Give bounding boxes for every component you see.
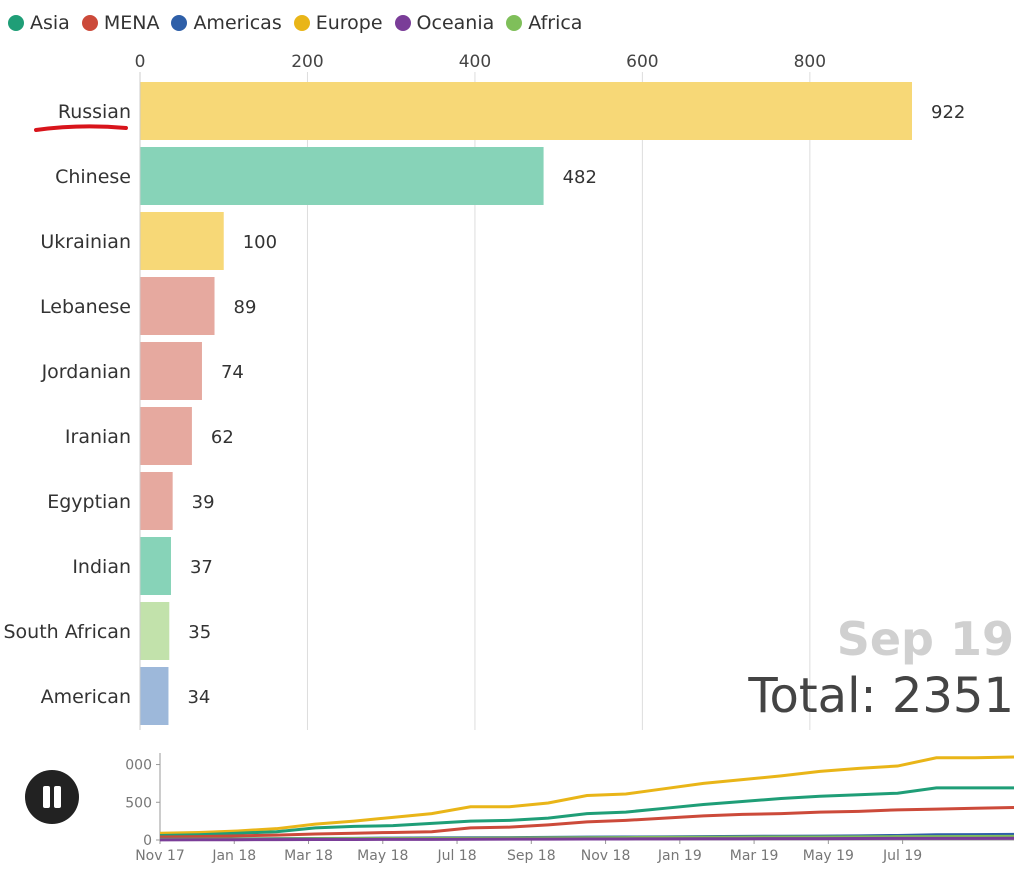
line-chart: 0 500 1000 Nov 17 Jan 18 Mar 18 May 18 Jul 18 Se…: [124, 753, 1015, 864]
line-x-tick-label: Nov 17: [135, 848, 185, 864]
bar: [140, 277, 215, 335]
legend: Asia MENA Americas Europe Oceania Africa: [8, 12, 594, 34]
value-label: 482: [563, 167, 597, 188]
pause-icon-bar: [54, 786, 61, 808]
pause-icon: [43, 786, 50, 808]
legend-swatch: [506, 15, 523, 31]
series-line-oceania: [159, 836, 1015, 842]
category-label: American: [41, 686, 131, 708]
legend-item-asia[interactable]: Asia: [8, 12, 70, 34]
line-x-tick-label: Jul 18: [436, 848, 476, 864]
line-x-tick-label: Nov 18: [581, 848, 631, 864]
line-y-tick-label: 1000: [124, 758, 152, 774]
line-y-tick-label: 0: [143, 833, 152, 849]
legend-swatch: [8, 15, 24, 31]
category-label: Chinese: [55, 166, 131, 188]
value-label: 922: [931, 102, 965, 123]
red-underline-annotation: [34, 124, 128, 132]
legend-item-americas[interactable]: Americas: [171, 12, 282, 34]
bar: [140, 407, 192, 465]
total-label: Total: 2351: [748, 668, 1014, 724]
bar: [140, 537, 171, 595]
value-label: 34: [187, 687, 210, 708]
legend-item-oceania[interactable]: Oceania: [394, 12, 495, 34]
line-y-tick-label: 500: [125, 795, 152, 811]
x-tick-label: 400: [459, 52, 491, 72]
value-label: 62: [211, 427, 234, 448]
x-tick-label: 0: [135, 52, 146, 72]
legend-label: Asia: [30, 12, 70, 34]
bar: [140, 667, 169, 725]
line-x-tick-label: Mar 18: [284, 848, 333, 864]
value-label: 74: [221, 362, 244, 383]
line-x-tick-label: Jan 18: [211, 848, 256, 864]
category-label: Indian: [72, 556, 131, 578]
pause-button[interactable]: [25, 770, 79, 824]
legend-swatch: [293, 15, 310, 31]
category-label: Egyptian: [47, 491, 131, 513]
bar: [140, 602, 170, 660]
legend-item-africa[interactable]: Africa: [506, 12, 582, 34]
bar: [140, 342, 202, 400]
x-tick-label: 800: [794, 52, 826, 72]
legend-label: Europe: [315, 12, 383, 34]
line-x-tick-label: May 18: [357, 848, 408, 864]
x-tick-label: 600: [626, 52, 658, 72]
legend-label: Americas: [193, 12, 282, 34]
value-label: 100: [243, 232, 277, 253]
category-label: Lebanese: [40, 296, 131, 318]
legend-swatch: [81, 15, 98, 31]
category-label: Iranian: [65, 426, 131, 448]
series-line-mena: [159, 806, 1015, 839]
value-label: 39: [192, 492, 215, 513]
date-label: Sep 19: [836, 612, 1014, 666]
legend-item-mena[interactable]: MENA: [81, 12, 160, 34]
line-x-tick-label: Mar 19: [730, 848, 779, 864]
series-line-asia: [159, 786, 1014, 837]
line-x-tick-label: May 19: [803, 848, 854, 864]
value-label: 89: [234, 297, 257, 318]
legend-label: Oceania: [416, 12, 495, 34]
bar-chart: 0 200 400 600 800 Russian 922 Chinese 482 Ukraini…: [4, 52, 965, 730]
category-label: Russian: [58, 101, 131, 123]
x-tick-label: 200: [291, 52, 323, 72]
category-label: Ukrainian: [40, 231, 131, 253]
category-label: Jordanian: [41, 361, 131, 383]
legend-label: MENA: [103, 12, 160, 34]
series-line-europe: [159, 755, 1015, 835]
bar: [140, 472, 173, 530]
bar: [140, 82, 912, 140]
legend-item-europe[interactable]: Europe: [293, 12, 383, 34]
legend-label: Africa: [528, 12, 583, 34]
line-x-tick-label: Jul 19: [882, 848, 922, 864]
legend-swatch: [394, 15, 411, 31]
value-label: 37: [190, 557, 213, 578]
line-x-tick-label: Sep 18: [507, 848, 556, 864]
bar: [140, 212, 224, 270]
bar: [140, 147, 544, 205]
line-x-tick-label: Jan 19: [657, 848, 702, 864]
value-label: 35: [188, 622, 211, 643]
category-label: South African: [4, 621, 132, 643]
legend-swatch: [171, 15, 188, 31]
